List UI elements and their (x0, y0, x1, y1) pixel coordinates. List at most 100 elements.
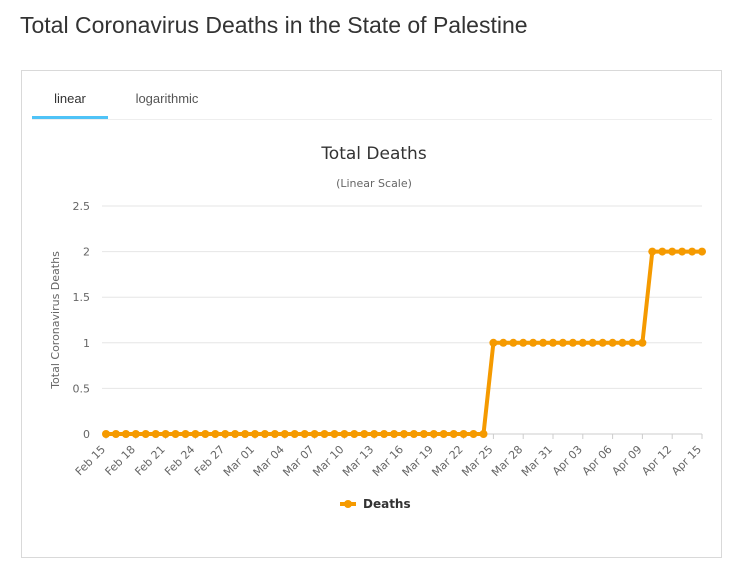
data-point (459, 430, 468, 438)
x-tick-label: Mar 16 (370, 443, 406, 479)
data-point (658, 247, 667, 256)
data-point (588, 338, 597, 347)
data-point (131, 430, 140, 438)
x-tick-label: Mar 22 (429, 443, 465, 479)
data-point (608, 338, 617, 347)
data-point (618, 338, 627, 347)
x-tick-label: Feb 24 (162, 443, 197, 478)
data-point (568, 338, 577, 347)
x-tick-label: Feb 21 (132, 443, 167, 478)
data-point (429, 430, 438, 438)
data-point (320, 430, 329, 438)
data-point (310, 430, 319, 438)
tab-linear[interactable]: linear (32, 91, 108, 119)
data-point (350, 430, 359, 438)
data-point (638, 338, 647, 347)
data-point (241, 430, 250, 438)
chart-subtitle: (Linear Scale) (336, 177, 412, 190)
x-tick-label: Mar 19 (400, 443, 436, 479)
data-point (300, 430, 309, 438)
data-point (628, 338, 637, 347)
x-tick-label: Apr 09 (609, 443, 644, 478)
data-point (330, 430, 339, 438)
data-point (151, 430, 160, 438)
y-tick-label: 1 (83, 337, 90, 350)
data-point (390, 430, 399, 438)
data-point (479, 430, 488, 438)
data-point (400, 430, 408, 438)
data-point (290, 430, 299, 438)
data-point (191, 430, 200, 438)
legend-marker (344, 500, 352, 508)
data-point (102, 430, 110, 438)
data-point (370, 430, 379, 438)
data-point (578, 338, 587, 347)
data-point (688, 247, 697, 256)
data-point (280, 430, 289, 438)
y-tick-label: 0 (83, 428, 90, 441)
x-tick-label: Apr 03 (550, 443, 585, 478)
x-tick-label: Mar 31 (519, 443, 555, 479)
data-point (519, 338, 528, 347)
data-point (260, 430, 269, 438)
data-point (161, 430, 170, 438)
y-tick-labels: 0 0.5 1 1.5 2 2.5 (73, 200, 91, 441)
legend[interactable]: Deaths (340, 497, 411, 511)
data-point (211, 430, 220, 438)
page-title: Total Coronavirus Deaths in the State of… (20, 12, 528, 38)
x-tick-label: Apr 06 (580, 443, 615, 478)
x-tick-label: Feb 27 (192, 443, 227, 478)
data-point (449, 430, 458, 438)
x-tick-label: Feb 15 (73, 443, 108, 478)
data-point (698, 247, 706, 256)
chart-title: Total Deaths (320, 144, 427, 164)
y-tick-label: 2 (83, 246, 90, 259)
x-tick-label: Mar 01 (221, 443, 257, 479)
y-axis-label: Total Coronavirus Deaths (49, 251, 62, 390)
data-point (549, 338, 557, 347)
data-point (270, 430, 279, 438)
data-point (439, 430, 448, 438)
scale-tabs: linear logarithmic (32, 71, 712, 120)
data-point (111, 430, 120, 438)
x-tick-label: Mar 28 (489, 443, 525, 479)
data-point (668, 247, 677, 256)
x-tick-label: Apr 12 (639, 443, 674, 478)
data-point (509, 338, 518, 347)
x-tick-label: Apr 15 (669, 443, 704, 478)
data-point (678, 247, 687, 256)
x-tick-label: Mar 07 (280, 443, 316, 479)
y-tick-label: 0.5 (73, 382, 91, 395)
data-point (171, 430, 180, 438)
data-point (409, 430, 418, 438)
data-point (121, 430, 130, 438)
data-point (221, 430, 230, 438)
data-point (141, 430, 150, 438)
data-point (231, 430, 240, 438)
data-point (499, 338, 508, 347)
gridlines (102, 205, 702, 435)
x-tick-label: Mar 10 (310, 443, 346, 479)
data-point (489, 338, 498, 347)
data-point (598, 338, 607, 347)
data-point (201, 430, 210, 438)
y-tick-label: 2.5 (73, 200, 91, 213)
data-point (380, 430, 389, 438)
data-point (340, 430, 349, 438)
legend-label: Deaths (363, 497, 411, 511)
x-tick-label: Mar 13 (340, 443, 376, 479)
data-point (360, 430, 369, 438)
data-point (558, 338, 567, 347)
y-tick-label: 1.5 (73, 291, 91, 304)
data-point (648, 247, 657, 256)
data-point (469, 430, 478, 438)
data-point (539, 338, 548, 347)
series-deaths (102, 247, 706, 438)
data-point (419, 430, 428, 438)
data-point (529, 338, 538, 347)
tab-logarithmic[interactable]: logarithmic (135, 91, 199, 106)
x-tick-label: Mar 04 (251, 443, 287, 479)
data-point (181, 430, 190, 438)
data-point (251, 430, 259, 438)
